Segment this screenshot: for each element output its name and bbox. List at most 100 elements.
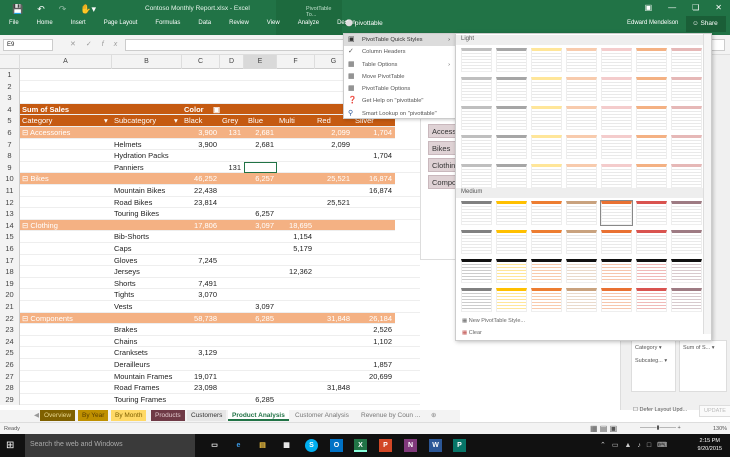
- rows-field-subcategory[interactable]: Subcateg... ▾: [635, 358, 668, 364]
- row-header[interactable]: 18: [0, 266, 20, 278]
- style-swatch[interactable]: [671, 201, 702, 225]
- row-header[interactable]: 6: [0, 127, 20, 139]
- grid-row[interactable]: Cranksets 3,129: [20, 347, 420, 359]
- style-swatch[interactable]: [671, 48, 702, 72]
- sheet-tab[interactable]: Overview: [40, 410, 76, 421]
- style-swatch[interactable]: [636, 77, 667, 101]
- sheet-tab[interactable]: By Month: [111, 410, 147, 421]
- grid-row[interactable]: Panniers 131: [20, 162, 420, 174]
- style-swatch[interactable]: [671, 135, 702, 159]
- row-header[interactable]: 21: [0, 301, 20, 313]
- row-header[interactable]: 1: [0, 69, 20, 81]
- style-swatch[interactable]: [496, 259, 527, 283]
- clear-button[interactable]: ▦ Clear: [456, 330, 482, 336]
- row-header[interactable]: 10: [0, 173, 20, 185]
- row-header[interactable]: 7: [0, 138, 20, 151]
- style-swatch[interactable]: [671, 77, 702, 101]
- style-swatch[interactable]: [461, 164, 492, 188]
- style-swatch[interactable]: [566, 201, 597, 225]
- style-swatch[interactable]: [566, 259, 597, 283]
- grid-row[interactable]: Mountain Frames 19,071 20,699: [20, 371, 420, 383]
- tab-design[interactable]: Design: [328, 20, 365, 26]
- word-icon[interactable]: W: [429, 439, 442, 452]
- style-swatch[interactable]: [671, 259, 702, 283]
- update-button[interactable]: UPDATE: [699, 405, 730, 417]
- tab-analyze[interactable]: Analyze: [288, 20, 329, 26]
- style-swatch[interactable]: [461, 288, 492, 312]
- row-header[interactable]: 20: [0, 289, 20, 301]
- fx-icon[interactable]: fx: [101, 41, 128, 48]
- style-swatch[interactable]: [461, 135, 492, 159]
- menu-item-smart-lookup[interactable]: ⚲ Smart Lookup on "pivottable": [344, 108, 455, 120]
- gallery-scrollbar[interactable]: [703, 34, 711, 334]
- style-swatch[interactable]: [671, 164, 702, 188]
- grid-row[interactable]: Tights 3,070: [20, 289, 420, 301]
- style-swatch[interactable]: [496, 77, 527, 101]
- style-swatch[interactable]: [496, 135, 527, 159]
- style-swatch[interactable]: [531, 77, 562, 101]
- style-swatch[interactable]: [496, 230, 527, 254]
- tab-insert[interactable]: Insert: [70, 20, 86, 26]
- style-swatch[interactable]: [531, 164, 562, 188]
- row-header[interactable]: 9: [0, 161, 20, 174]
- restore-icon[interactable]: ❏: [692, 3, 700, 12]
- row-header[interactable]: 5: [0, 115, 20, 127]
- style-swatch[interactable]: [601, 164, 632, 188]
- style-swatch[interactable]: [496, 164, 527, 188]
- touch-mode-icon[interactable]: ✋▾: [80, 4, 97, 14]
- row-header[interactable]: 19: [0, 277, 20, 290]
- undo-icon[interactable]: ↶: [37, 4, 45, 14]
- tab-home[interactable]: Home: [36, 20, 53, 26]
- ribbon-display-icon[interactable]: ▣: [644, 3, 653, 12]
- row-header[interactable]: 16: [0, 243, 20, 255]
- tab-view[interactable]: View: [266, 20, 280, 26]
- skype-icon[interactable]: S: [305, 439, 318, 452]
- edge-icon[interactable]: e: [236, 442, 241, 449]
- style-swatch[interactable]: [636, 135, 667, 159]
- grid-row[interactable]: [20, 81, 420, 93]
- outlook-icon[interactable]: O: [330, 439, 343, 452]
- col-header-c[interactable]: C: [182, 55, 220, 69]
- subcategory-filter-icon[interactable]: ▾: [174, 116, 178, 126]
- defer-layout-checkbox[interactable]: ☐ Defer Layout Upd...: [633, 407, 688, 413]
- grid-row[interactable]: Brakes 2,526: [20, 324, 420, 336]
- style-swatch[interactable]: [531, 230, 562, 254]
- style-swatch[interactable]: [461, 230, 492, 254]
- name-box[interactable]: E9: [3, 39, 53, 51]
- grid-row[interactable]: Mountain Bikes 22,438 16,874: [20, 185, 420, 197]
- row-header[interactable]: 8: [0, 150, 20, 162]
- grid-row[interactable]: Hydration Packs 1,704: [20, 150, 420, 162]
- col-header-d[interactable]: D: [220, 55, 244, 69]
- style-swatch[interactable]: [461, 106, 492, 130]
- style-swatch[interactable]: [671, 230, 702, 254]
- style-swatch[interactable]: [461, 201, 492, 225]
- close-icon[interactable]: ✕: [715, 3, 722, 12]
- windows-start-icon[interactable]: ⊞: [6, 440, 15, 451]
- grid-row[interactable]: Touring Frames 6,285: [20, 394, 420, 406]
- cancel-icon[interactable]: ✕: [70, 41, 86, 48]
- grid-row[interactable]: Helmets 3,900 2,681 2,099: [20, 139, 420, 151]
- enter-icon[interactable]: ✓: [85, 41, 102, 48]
- grid-row[interactable]: Chains 1,102: [20, 336, 420, 348]
- style-swatch[interactable]: [566, 164, 597, 188]
- grid-row[interactable]: Caps 5,179: [20, 243, 420, 255]
- style-swatch[interactable]: [636, 106, 667, 130]
- menu-item-quick-styles[interactable]: ▣ PivotTable Quick Styles ›: [344, 34, 455, 47]
- sheet-tab[interactable]: Customer Analysis: [291, 410, 353, 421]
- style-swatch[interactable]: [531, 48, 562, 72]
- grid-row[interactable]: Vests 3,097: [20, 301, 420, 313]
- style-swatch[interactable]: [600, 200, 633, 226]
- row-header[interactable]: 3: [0, 92, 20, 104]
- selected-cell-e9[interactable]: [244, 161, 277, 174]
- scroll-tabs-icon[interactable]: ◀: [34, 412, 39, 419]
- col-header-b[interactable]: B: [112, 55, 182, 69]
- style-swatch[interactable]: [531, 106, 562, 130]
- tab-review[interactable]: Review: [229, 20, 249, 26]
- row-header[interactable]: 14: [0, 219, 20, 232]
- style-swatch[interactable]: [566, 135, 597, 159]
- row-header[interactable]: 22: [0, 312, 20, 325]
- menu-item-table-options[interactable]: ▦ Table Options ›: [344, 59, 455, 71]
- tab-file[interactable]: File: [9, 20, 19, 26]
- menu-item-get-help[interactable]: ❓ Get Help on "pivottable": [344, 95, 455, 107]
- style-swatch[interactable]: [601, 230, 632, 254]
